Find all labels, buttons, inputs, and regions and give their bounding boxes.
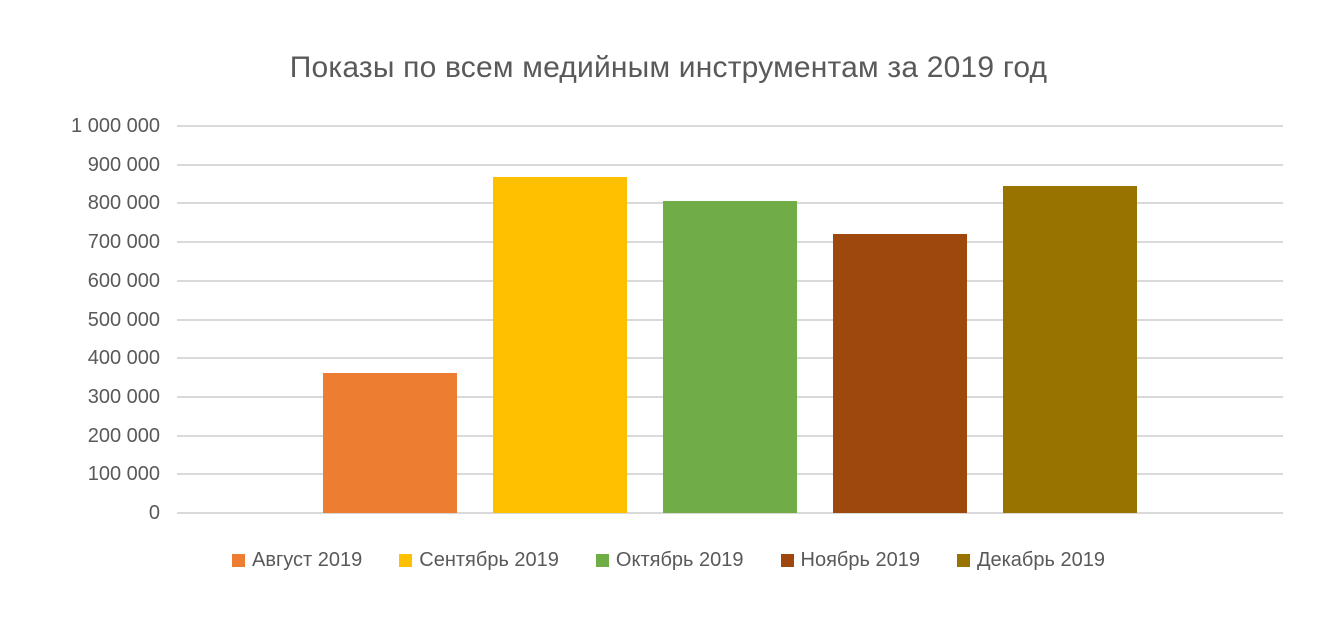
legend-item: Август 2019 <box>232 549 362 572</box>
y-axis-tick-label: 0 <box>148 502 160 524</box>
gridline <box>177 512 1283 514</box>
legend-label: Сентябрь 2019 <box>419 549 559 571</box>
legend-item: Декабрь 2019 <box>956 549 1105 572</box>
y-axis-tick-label: 900 000 <box>87 154 160 176</box>
bar <box>663 201 797 513</box>
legend-label: Октябрь 2019 <box>615 549 744 571</box>
legend-item: Октябрь 2019 <box>595 549 744 572</box>
legend-label: Ноябрь 2019 <box>800 549 920 571</box>
bar <box>833 234 967 513</box>
bar <box>493 177 627 513</box>
y-axis-tick-label: 100 000 <box>87 463 160 485</box>
gridline <box>177 164 1283 166</box>
y-axis-tick-label: 700 000 <box>87 231 160 253</box>
gridline <box>177 125 1283 127</box>
y-axis-tick-label: 400 000 <box>87 347 160 369</box>
legend-swatch <box>780 554 794 567</box>
bar <box>1003 186 1137 513</box>
plot-area <box>177 125 1283 514</box>
chart-title: Показы по всем медийным инструментам за … <box>289 51 1048 84</box>
legend-item: Ноябрь 2019 <box>780 549 920 572</box>
legend-item: Сентябрь 2019 <box>399 549 559 572</box>
legend-swatch <box>399 554 413 567</box>
y-axis-tick-label: 200 000 <box>87 425 160 447</box>
y-axis-tick-label: 300 000 <box>87 386 160 408</box>
legend-swatch <box>595 554 609 567</box>
bar-group <box>177 126 1283 513</box>
legend-label: Август 2019 <box>252 549 363 571</box>
y-axis-tick-label: 1 000 000 <box>71 115 160 137</box>
legend-label: Декабрь 2019 <box>976 549 1105 571</box>
legend-swatch <box>232 554 246 567</box>
y-axis-tick-label: 600 000 <box>87 270 160 292</box>
legend-swatch <box>956 554 970 567</box>
y-axis-tick-label: 800 000 <box>87 192 160 214</box>
legend: Август 2019 Сентябрь 2019 Октябрь 2019 Нояб… <box>0 549 1337 572</box>
y-axis-tick-label: 500 000 <box>87 309 160 331</box>
bar <box>323 373 457 513</box>
y-axis: 0 100 000 200 000 300 000 400 000 500 000 600 … <box>0 115 160 524</box>
